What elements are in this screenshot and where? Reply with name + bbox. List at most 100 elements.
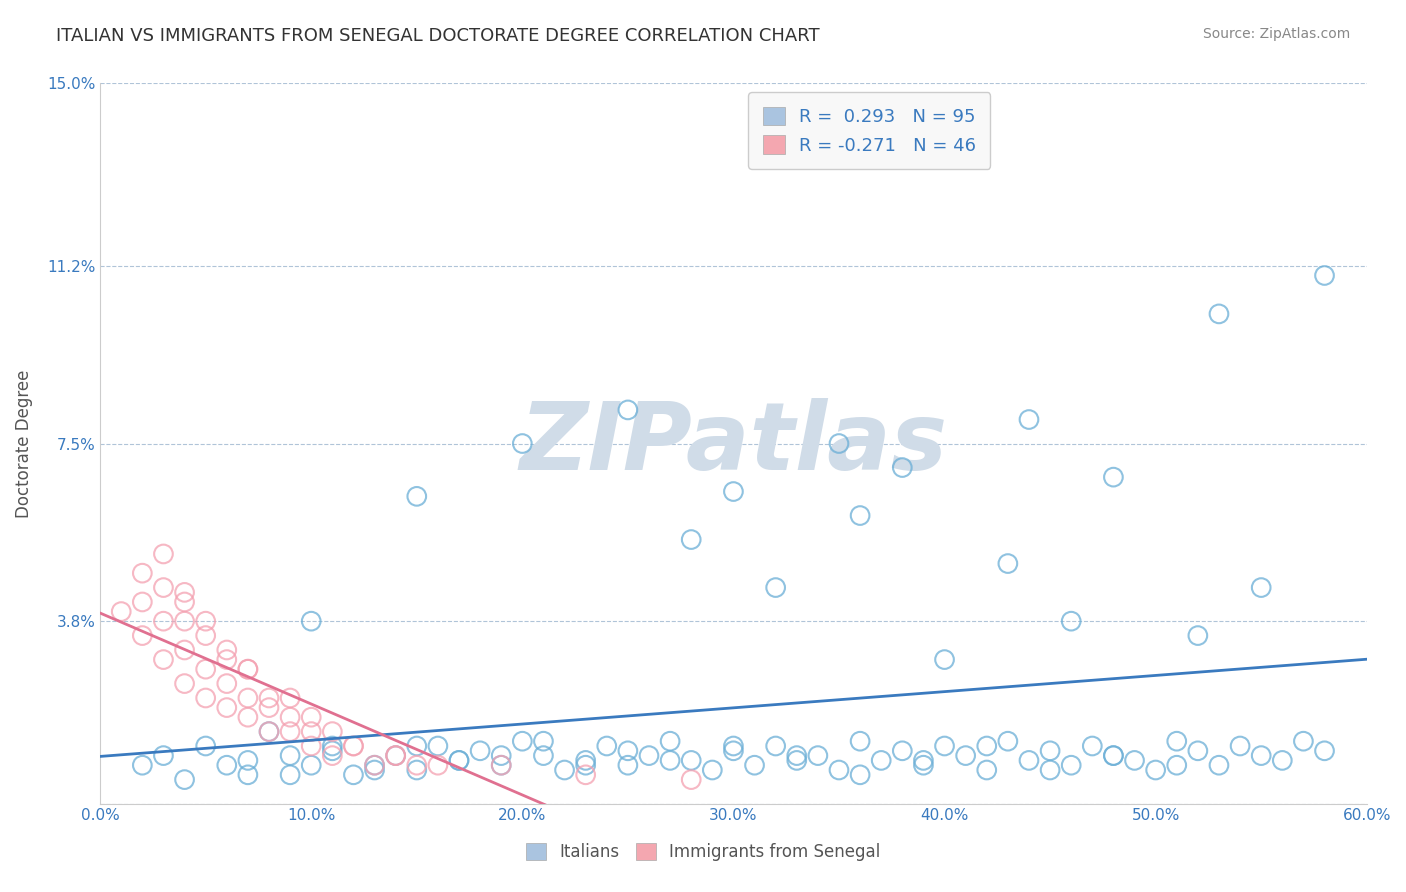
Point [849,768,872,782]
Point [575,758,598,772]
Point [299,758,322,772]
Point [194,691,217,706]
Point [236,710,259,724]
Point [152,614,174,628]
Point [215,758,238,772]
Point [807,748,830,763]
Point [1313,268,1336,283]
Point [489,758,512,772]
Point [596,739,619,753]
Point [997,734,1019,748]
Point [236,691,259,706]
Point [384,748,406,763]
Point [1102,748,1125,763]
Point [426,739,449,753]
Point [152,652,174,666]
Point [512,734,534,748]
Point [849,508,872,523]
Point [278,768,301,782]
Point [533,734,555,748]
Point [173,772,195,787]
Point [1102,748,1125,763]
Point [257,724,280,739]
Point [934,652,956,666]
Point [236,753,259,767]
Point [299,614,322,628]
Point [194,629,217,643]
Point [173,676,195,690]
Point [976,763,998,777]
Text: Source: ZipAtlas.com: Source: ZipAtlas.com [1202,27,1350,41]
Point [363,758,385,772]
Point [723,484,745,499]
Point [384,748,406,763]
Point [447,753,470,767]
Point [575,768,598,782]
Point [765,739,787,753]
Point [278,691,301,706]
Point [1039,763,1062,777]
Point [512,436,534,450]
Point [870,753,893,767]
Point [299,724,322,739]
Point [1018,753,1040,767]
Point [489,758,512,772]
Point [786,748,808,763]
Point [955,748,977,763]
Point [131,595,153,609]
Point [617,744,640,758]
Point [173,614,195,628]
Point [828,763,851,777]
Point [934,739,956,753]
Point [278,710,301,724]
Point [299,710,322,724]
Point [1123,753,1146,767]
Point [257,691,280,706]
Point [257,724,280,739]
Point [215,676,238,690]
Point [342,739,364,753]
Point [997,557,1019,571]
Point [215,643,238,657]
Point [321,744,343,758]
Point [152,547,174,561]
Point [702,763,724,777]
Point [384,748,406,763]
Point [236,662,259,676]
Point [426,758,449,772]
Point [912,753,935,767]
Point [257,700,280,714]
Point [173,585,195,599]
Point [468,744,491,758]
Point [278,748,301,763]
Point [617,403,640,417]
Point [173,595,195,609]
Point [321,724,343,739]
Point [1166,758,1188,772]
Point [194,662,217,676]
Point [1187,744,1209,758]
Point [405,758,427,772]
Point [681,753,703,767]
Point [744,758,766,772]
Point [1250,748,1272,763]
Point [976,739,998,753]
Point [342,768,364,782]
Point [489,748,512,763]
Point [1208,758,1230,772]
Point [215,652,238,666]
Point [1208,307,1230,321]
Point [1018,412,1040,426]
Point [321,748,343,763]
Point [891,460,914,475]
Text: ZIPatlas: ZIPatlas [519,398,948,490]
Point [447,753,470,767]
Point [912,758,935,772]
Point [786,753,808,767]
Point [152,581,174,595]
Point [131,629,153,643]
Point [575,753,598,767]
Point [173,643,195,657]
Y-axis label: Doctorate Degree: Doctorate Degree [15,369,32,517]
Point [681,772,703,787]
